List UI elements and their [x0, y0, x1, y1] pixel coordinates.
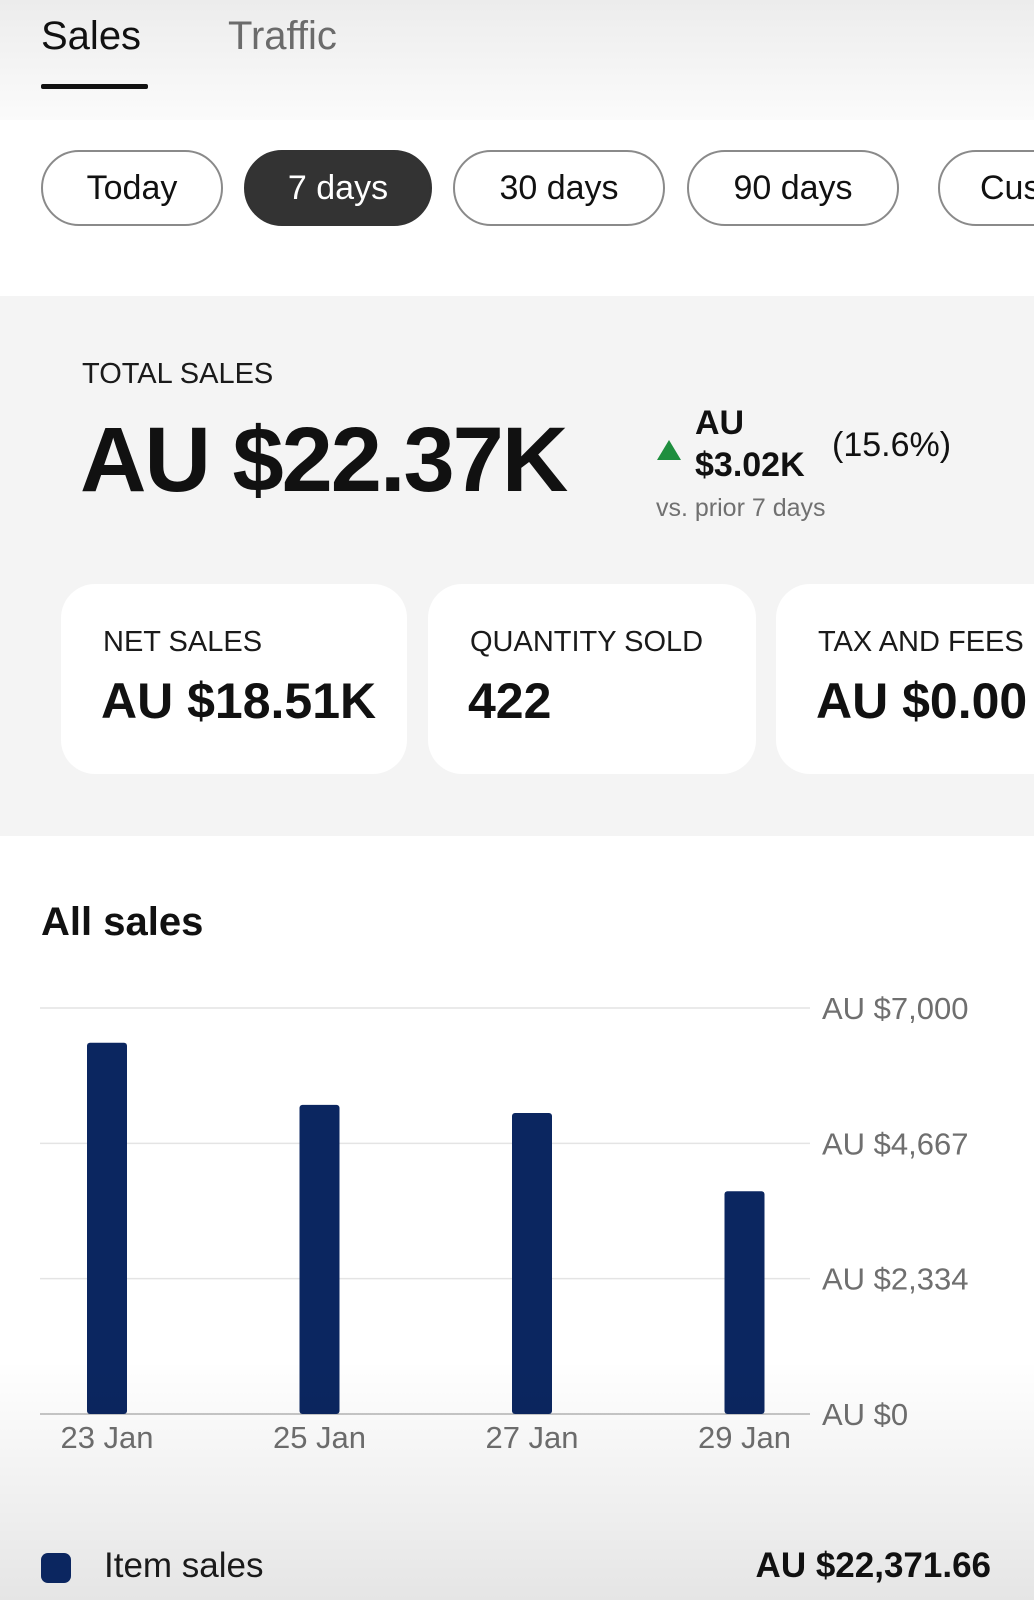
tab-traffic[interactable]: Traffic: [228, 14, 337, 58]
all-sales-bar-chart: AU $7,000 AU $4,667 AU $2,334 AU $0 23 Jan 25…: [40, 991, 969, 1455]
range-custom-clip: Cus: [938, 150, 1034, 226]
bar-23-jan[interactable]: [87, 1042, 127, 1414]
total-sales-value: AU $22.37K: [80, 409, 568, 511]
date-range-chips: Today 7 days 30 days 90 days Cus: [0, 150, 1034, 234]
trend-up-icon: [657, 440, 681, 460]
top-tabs: Sales Traffic: [0, 0, 1034, 120]
y-tick-label: AU $7,000: [822, 991, 969, 1026]
range-7-days-chip[interactable]: 7 days: [244, 150, 432, 226]
quantity-sold-label: QUANTITY SOLD: [470, 626, 704, 658]
net-sales-label: NET SALES: [103, 626, 263, 658]
quantity-sold-value: 422: [468, 673, 552, 729]
x-tick-label: 25 Jan: [273, 1420, 366, 1455]
active-tab-indicator: [41, 84, 148, 89]
legend-total-item-sales: AU $22,371.66: [755, 1546, 991, 1585]
range-30-days-chip[interactable]: 30 days: [453, 150, 665, 226]
tax-and-fees-card[interactable]: TAX AND FEES AU $0.00: [776, 584, 1034, 774]
tab-sales[interactable]: Sales: [41, 14, 142, 58]
range-custom-chip[interactable]: Cus: [938, 150, 1034, 226]
y-tick-label: AU $0: [822, 1397, 908, 1432]
tax-and-fees-value: AU $0.00: [816, 673, 1028, 729]
x-tick-label: 29 Jan: [698, 1420, 791, 1455]
y-tick-label: AU $2,334: [822, 1262, 969, 1297]
bar-27-jan[interactable]: [512, 1112, 552, 1414]
delta-currency: AU: [695, 404, 745, 442]
bar-25-jan[interactable]: [299, 1104, 340, 1414]
tax-and-fees-label: TAX AND FEES: [818, 626, 1024, 658]
net-sales-card[interactable]: NET SALES AU $18.51K: [61, 584, 407, 774]
y-tick-label: AU $4,667: [822, 1126, 969, 1161]
quantity-sold-card[interactable]: QUANTITY SOLD 422: [428, 584, 756, 774]
net-sales-value: AU $18.51K: [101, 673, 377, 729]
x-tick-label: 27 Jan: [485, 1420, 578, 1455]
range-90-days-chip[interactable]: 90 days: [687, 150, 899, 226]
legend-swatch-item-sales: [41, 1553, 71, 1583]
delta-percent: (15.6%): [832, 426, 952, 464]
x-tick-label: 23 Jan: [60, 1420, 153, 1455]
all-sales-title: All sales: [41, 900, 204, 944]
bar-29-jan[interactable]: [724, 1191, 765, 1414]
delta-comparison-note: vs. prior 7 days: [656, 494, 826, 522]
total-sales-label: TOTAL SALES: [82, 358, 274, 390]
delta-amount: $3.02K: [695, 446, 805, 484]
sales-summary-panel: TOTAL SALES AU $22.37K AU $3.02K (15.6%)…: [0, 296, 1034, 836]
legend-label-item-sales: Item sales: [104, 1546, 264, 1585]
range-today-chip[interactable]: Today: [41, 150, 223, 226]
